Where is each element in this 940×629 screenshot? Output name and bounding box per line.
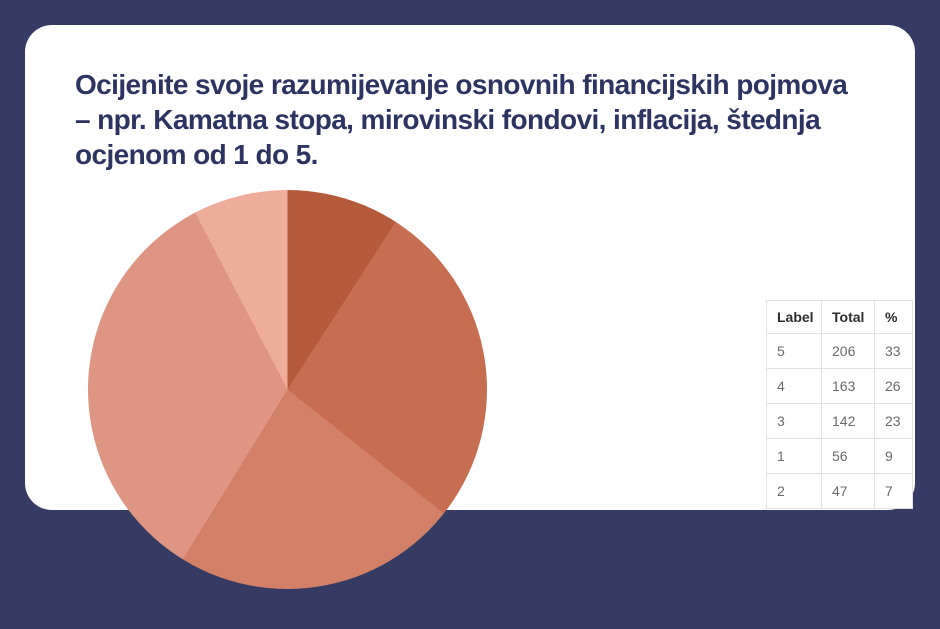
chart-title-line-1: Ocijenite svoje razumijevanje osnovnih f… [75, 69, 848, 100]
pie-chart [88, 190, 487, 589]
table-cell: 3 [766, 403, 822, 439]
table-cell: 9 [874, 438, 913, 474]
table-cell: 23 [874, 403, 913, 439]
table-row: 3 142 23 [766, 403, 913, 439]
table-cell: 2 [766, 473, 822, 509]
table-cell: 7 [874, 473, 913, 509]
table-header-row: Label Total% [766, 300, 913, 334]
table-cell: 206 [821, 333, 875, 369]
chart-title-line-3: ocjenom od 1 do 5. [75, 139, 318, 170]
table-cell: 33 [874, 333, 913, 369]
table-cell: 1 [766, 438, 822, 474]
table-row: 1 56 9 [766, 438, 913, 474]
table-header-cell: Label [766, 300, 822, 334]
table-header-cell: % [874, 300, 913, 334]
summary-table: Label Total% 5 206 33 4 163 26 3 142 23 1 56 9 2 47 7 [766, 300, 913, 509]
table-cell: 4 [766, 368, 822, 404]
table-cell: 163 [821, 368, 875, 404]
chart-title-line-2: – npr. Kamatna stopa, mirovinski fondovi… [75, 104, 821, 135]
summary-table-body: 5 206 33 4 163 26 3 142 23 1 56 9 2 47 7 [766, 333, 913, 509]
table-cell: 47 [821, 473, 875, 509]
table-row: 5 206 33 [766, 333, 913, 369]
table-cell: 142 [821, 403, 875, 439]
table-cell: 56 [821, 438, 875, 474]
table-row: 4 163 26 [766, 368, 913, 404]
table-header-cell: Total [821, 300, 875, 334]
table-cell: 26 [874, 368, 913, 404]
chart-title: Ocijenite svoje razumijevanje osnovnih f… [75, 67, 848, 172]
table-row: 2 47 7 [766, 473, 913, 509]
table-cell: 5 [766, 333, 822, 369]
summary-table-head: Label Total% [766, 300, 913, 334]
